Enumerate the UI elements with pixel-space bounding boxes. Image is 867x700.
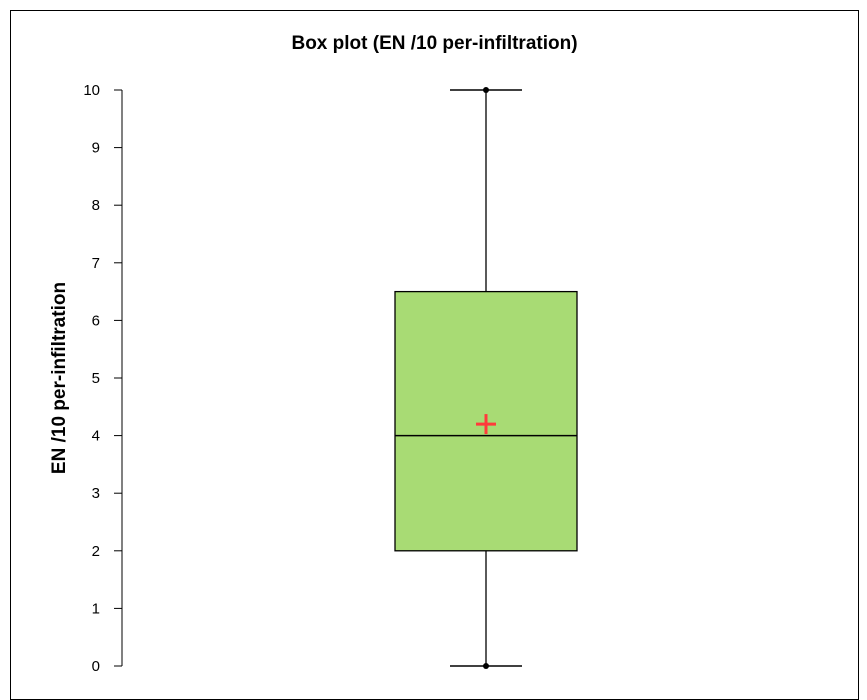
min-point — [483, 663, 489, 669]
y-tick-label: 3 — [92, 485, 100, 502]
y-tick-label: 1 — [92, 600, 100, 617]
y-tick-label: 0 — [92, 658, 100, 675]
y-tick-label: 9 — [92, 140, 100, 157]
chart-title: Box plot (EN /10 per-infiltration) — [291, 33, 578, 54]
y-tick-label: 5 — [92, 370, 100, 387]
max-point — [483, 87, 489, 93]
y-tick-label: 6 — [92, 312, 100, 329]
box-series — [394, 87, 578, 669]
y-tick-label: 7 — [92, 255, 100, 272]
y-tick-label: 8 — [92, 197, 100, 214]
y-axis-ticks: 0 1 2 3 4 5 6 7 8 9 10 — [83, 82, 122, 675]
y-tick-label: 4 — [92, 428, 100, 445]
mean-marker — [476, 414, 496, 435]
y-tick-label: 2 — [92, 543, 100, 560]
y-tick-label: 10 — [83, 82, 100, 99]
